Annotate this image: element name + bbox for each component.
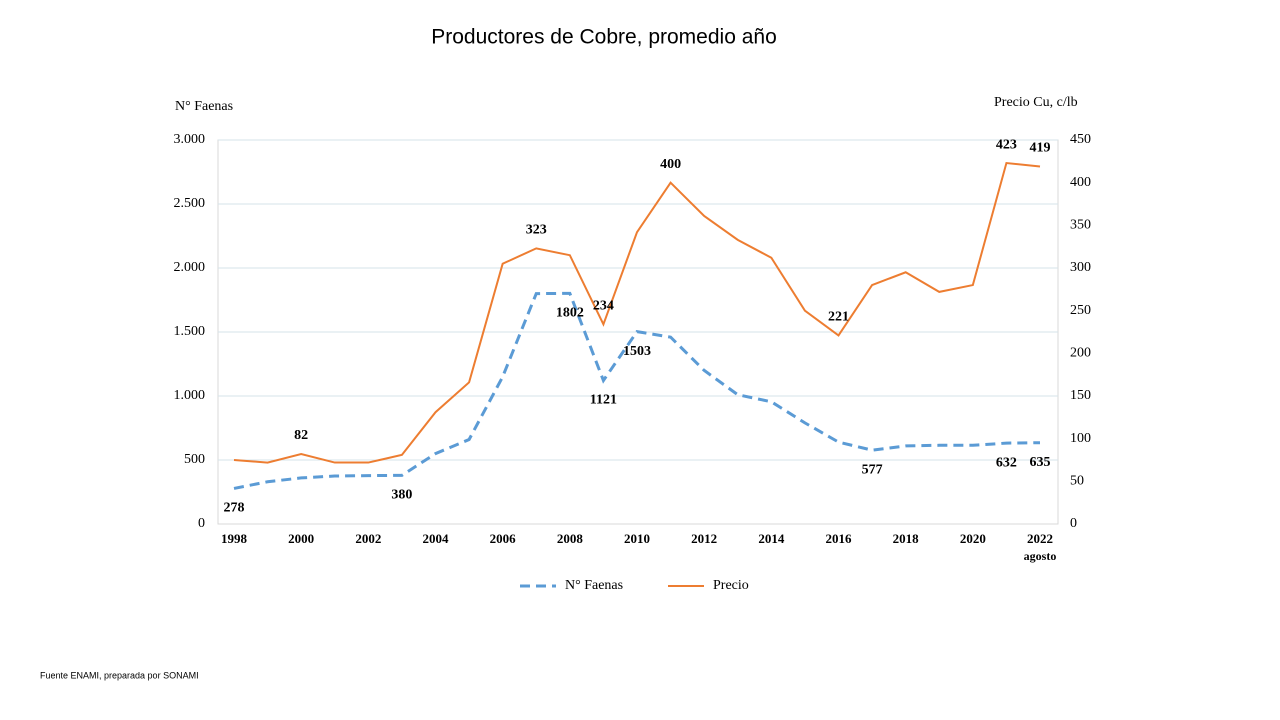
data-label: 1802 — [556, 306, 584, 321]
y-tick-label: 2.500 — [174, 196, 206, 211]
data-label: 1121 — [590, 393, 617, 408]
y2-axis-title: Precio Cu, c/lb — [994, 95, 1078, 110]
data-label: 278 — [224, 501, 245, 516]
x-tick-label: 2022 — [1027, 531, 1053, 546]
data-label: 221 — [828, 310, 849, 325]
y-tick-label: 500 — [184, 452, 205, 467]
x-tick-label: 2020 — [960, 531, 986, 546]
y-tick-label: 1.000 — [174, 388, 206, 403]
series-line — [233, 161, 1041, 464]
y2-tick-label: 100 — [1070, 431, 1091, 446]
data-label: 1503 — [623, 344, 651, 359]
y-tick-label: 1.500 — [174, 324, 206, 339]
y-axis-title: N° Faenas — [175, 99, 233, 114]
x-tick-label: 1998 — [221, 531, 248, 546]
y2-tick-label: 150 — [1070, 388, 1091, 403]
x-tick-label: 2004 — [423, 531, 450, 546]
x-tick-label: 2014 — [758, 531, 785, 546]
data-label: 635 — [1030, 455, 1051, 470]
x-tick-label: 2010 — [624, 531, 650, 546]
x-tick-label: 2000 — [288, 531, 314, 546]
chart-title: Productores de Cobre, promedio año — [431, 26, 777, 49]
x-note: agosto — [1024, 549, 1057, 563]
source: Fuente ENAMI, preparada por SONAMI — [40, 670, 199, 680]
y2-tick-label: 350 — [1070, 218, 1091, 233]
y2-tick-label: 0 — [1070, 516, 1077, 531]
data-label: 234 — [593, 299, 614, 314]
data-label: 400 — [660, 157, 681, 172]
legend-label: Precio — [713, 578, 749, 593]
data-label: 423 — [996, 137, 1017, 152]
y2-tick-label: 450 — [1070, 132, 1091, 147]
y2-tick-label: 50 — [1070, 474, 1084, 489]
x-tick-label: 2018 — [893, 531, 920, 546]
y-tick-label: 3.000 — [174, 132, 206, 147]
x-tick-label: 2008 — [557, 531, 584, 546]
y-tick-label: 2.000 — [174, 260, 206, 275]
y-tick-label: 0 — [198, 516, 205, 531]
x-tick-label: 2012 — [691, 531, 717, 546]
data-label: 632 — [996, 455, 1017, 470]
data-label: 380 — [391, 488, 412, 503]
y2-tick-label: 300 — [1070, 260, 1091, 275]
data-label: 323 — [526, 223, 547, 238]
y2-tick-label: 400 — [1070, 175, 1091, 190]
x-tick-label: 2016 — [826, 531, 853, 546]
x-tick-label: 2002 — [355, 531, 381, 546]
y2-tick-label: 250 — [1070, 303, 1091, 318]
data-label: 419 — [1030, 141, 1051, 156]
data-label: 82 — [294, 428, 308, 443]
y2-tick-label: 200 — [1070, 346, 1091, 361]
legend-label: N° Faenas — [565, 578, 623, 593]
series-line — [233, 291, 1041, 490]
data-label: 577 — [862, 462, 883, 477]
x-tick-label: 2006 — [490, 531, 517, 546]
